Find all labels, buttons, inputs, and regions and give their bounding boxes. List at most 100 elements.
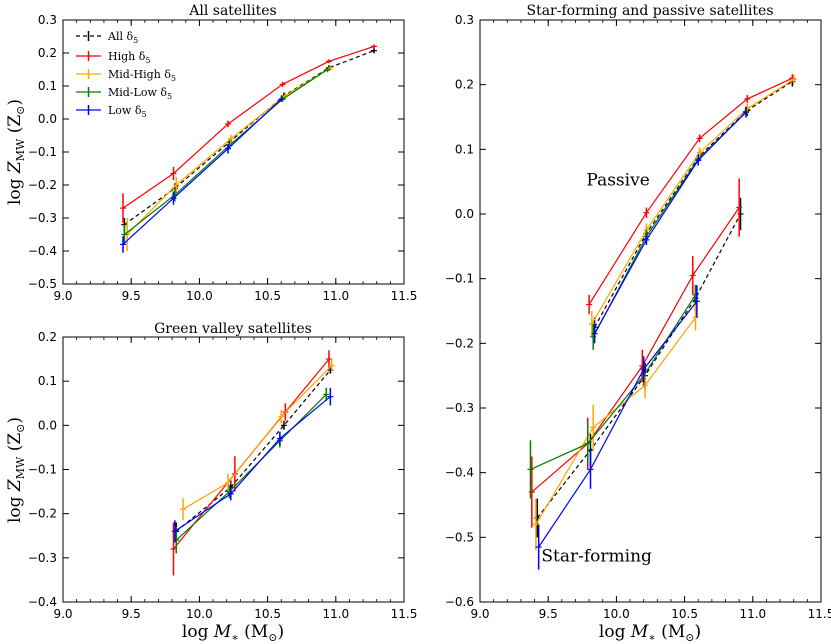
panel-green-valley-frame [62,336,405,603]
series-low [120,96,285,253]
y-tick-label: −0.3 [445,401,474,415]
series-line-midlow [592,112,747,338]
series-line-low [174,396,331,532]
annotation-passive: Passive [586,171,649,191]
x-tick-label: 11.5 [391,607,418,621]
annotation-star-forming: Star-forming [541,546,652,566]
y-tick-label: −0.4 [28,595,57,609]
panel-green-valley-ylabel: log ZMW (Z⊙) [5,417,27,523]
series-all [173,366,334,541]
x-tick-label: 9.0 [53,289,72,303]
series-line-all [536,213,742,519]
y-tick-label: −0.3 [28,551,57,565]
panel-all-satellites-ticks: 9.0 9.5 10.0 10.5 11.0 11.5 −0.5 −0.4 −0.3 −0.2 −0… [28,13,418,303]
x-tick-label: 10.0 [603,607,630,621]
y-tick-label: 0.1 [38,79,57,93]
x-tick-label: 11.5 [808,607,831,621]
panel-all-satellites-series [120,44,377,253]
y-tick-label: −0.2 [28,178,57,192]
panel-green-valley: Green valley satellites 9.0 9.5 10.0 10.5 11… [5,321,417,644]
series-low [591,106,749,344]
y-tick-label: −0.4 [28,244,57,258]
series-line-low [594,111,747,334]
x-tick-label: 10.0 [186,607,213,621]
series-low [171,387,334,543]
y-tick-label: 0.3 [455,13,474,27]
series-midhigh [588,74,797,337]
x-tick-label: 9.0 [470,607,489,621]
series-line-high [588,77,793,305]
panel-sf-passive-frame [479,19,822,603]
x-tick-label: 10.5 [254,289,281,303]
panel-all-satellites: All satellites 9.0 9.5 10.0 10.5 11.0 11.5 −0.… [5,3,417,303]
x-tick-label: 11.0 [322,289,349,303]
series-line-midlow [530,294,697,470]
y-tick-label: 0.1 [455,142,474,156]
x-tick-label: 11.0 [322,607,349,621]
series-line-low [538,300,698,548]
y-tick-label: 0.3 [38,13,57,27]
series-line-all [594,80,793,328]
x-tick-label: 9.0 [53,607,72,621]
series-low [535,285,700,570]
series-line-high [122,45,375,209]
x-tick-label: 9.5 [122,607,141,621]
series-midlow [527,285,699,499]
y-tick-label: 0.0 [38,112,57,126]
y-tick-label: 0.1 [38,374,57,388]
panel-green-valley-title: Green valley satellites [154,321,312,337]
panel-sf-passive-xlabel: log M∗ (M⊙) [599,622,701,644]
panel-all-satellites-title: All satellites [188,3,277,19]
panel-sf-passive-ticks: 9.0 9.5 10.0 10.5 11.0 11.5 −0.6 −0.5 −0.4 −0.3 −0… [445,13,831,621]
legend: All δ5 High δ5 Mid-High δ5 Mid-Low δ5 Lo [76,30,176,119]
x-tick-label: 11.0 [739,607,766,621]
y-tick-label: −0.5 [445,530,474,544]
x-tick-label: 9.5 [539,607,558,621]
series-midhigh [180,359,335,521]
legend-label-midlow: Mid-Low δ5 [108,86,172,101]
panel-sf-passive: Star-forming and passive satellites 9.0 9… [445,3,831,644]
y-tick-label: 0.2 [455,78,474,92]
series-line-low [122,98,282,245]
y-tick-label: 0.0 [38,418,57,432]
y-tick-label: 0.2 [38,330,57,344]
series-line-midhigh [182,365,333,510]
series-line-high [531,207,740,493]
y-tick-label: 0.0 [455,207,474,221]
x-tick-label: 10.0 [186,289,213,303]
panel-green-valley-xlabel: log M∗ (M⊙) [182,622,284,644]
series-high [120,44,377,223]
y-tick-label: −0.6 [445,595,474,609]
legend-entry-low: Low δ5 [76,104,147,119]
y-tick-label: 0.2 [38,46,57,60]
legend-entry-midlow: Mid-Low δ5 [76,86,172,101]
legend-label-low: Low δ5 [108,104,147,119]
legend-label-all: All δ5 [107,30,138,45]
y-tick-label: −0.1 [445,272,474,286]
legend-entry-midhigh: Mid-High δ5 [76,68,176,83]
y-tick-label: −0.2 [445,336,474,350]
x-tick-label: 10.5 [671,607,698,621]
legend-label-midhigh: Mid-High δ5 [108,68,176,83]
series-high [586,74,796,315]
x-tick-label: 10.5 [254,607,281,621]
y-tick-label: −0.3 [28,211,57,225]
legend-label-high: High δ5 [108,50,150,65]
series-line-all [175,369,331,532]
y-tick-label: −0.5 [28,277,57,291]
panel-sf-passive-title: Star-forming and passive satellites [526,3,773,19]
legend-entry-all: All δ5 [76,30,138,45]
panel-sf-passive-series [527,74,797,570]
y-tick-label: −0.4 [445,466,474,480]
panel-green-valley-series [170,350,335,576]
panel-green-valley-ticks: 9.0 9.5 10.0 10.5 11.0 11.5 −0.4 −0.3 −0.2 −0.1 0.… [28,330,418,621]
x-tick-label: 11.5 [391,289,418,303]
y-tick-label: −0.1 [28,463,57,477]
panel-all-satellites-ylabel: log ZMW (Z⊙) [5,99,27,205]
legend-entry-high: High δ5 [76,50,150,65]
series-all [534,197,744,538]
y-tick-label: −0.2 [28,507,57,521]
series-midhigh [532,304,699,551]
y-tick-label: −0.1 [28,145,57,159]
